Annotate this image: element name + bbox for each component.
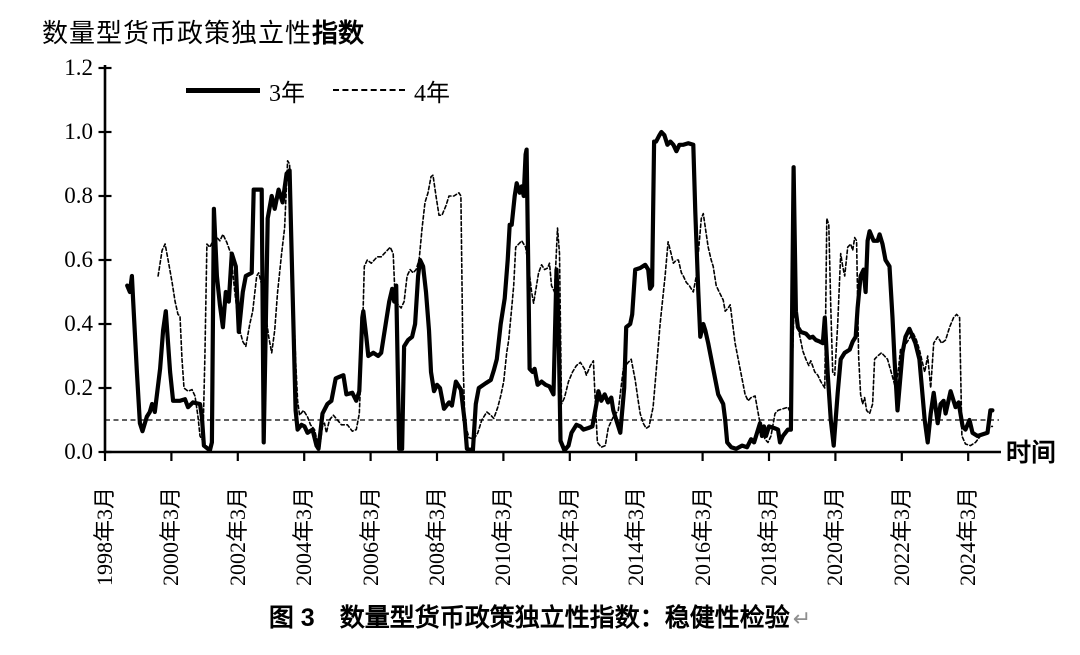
dashed-line-swatch-icon <box>333 89 405 91</box>
x-tick-label: 2002年3月 <box>224 486 250 586</box>
legend: 3年 4年 <box>186 76 450 107</box>
y-tick-label: 1.2 <box>64 55 93 80</box>
legend-label-4y: 4年 <box>414 80 450 107</box>
x-tick-label: 2018年3月 <box>756 486 781 586</box>
series-4y-line <box>157 160 994 450</box>
y-tick-label: 0.0 <box>64 439 93 464</box>
x-tick-label: 2008年3月 <box>424 486 449 586</box>
x-tick-label: 2022年3月 <box>888 486 914 586</box>
paragraph-return-icon: ↵ <box>792 606 812 631</box>
x-tick-label: 2016年3月 <box>689 486 715 586</box>
figure-caption-text: 图 3 数量型货币政策独立性指数：稳健性检验 <box>268 604 790 632</box>
legend-label-3y: 3年 <box>269 80 305 107</box>
x-tick-label: 2006年3月 <box>357 486 383 586</box>
y-tick-label: 0.4 <box>64 311 93 336</box>
solid-line-swatch-icon <box>186 87 260 93</box>
x-tick-label: 2004年3月 <box>291 486 317 586</box>
x-tick-label: 2010年3月 <box>490 486 516 586</box>
chart-title-bold: 指数 <box>312 18 365 48</box>
y-tick-label: 0.6 <box>64 247 93 272</box>
figure-caption: 图 3 数量型货币政策独立性指数：稳健性检验 ↵ <box>0 598 1080 634</box>
legend-item-3y: 3年 <box>186 73 305 108</box>
y-tick-label: 0.8 <box>64 183 93 208</box>
series-3y-line <box>125 129 995 453</box>
x-tick-label: 2024年3月 <box>955 486 981 586</box>
y-tick-label: 0.2 <box>64 375 93 400</box>
chart-title-normal: 数量型货币政策独立性 <box>42 19 313 48</box>
x-tick-label: 2014年3月 <box>623 486 649 586</box>
y-tick-label: 1.0 <box>64 119 93 144</box>
x-tick-label: 2020年3月 <box>822 486 848 586</box>
x-tick-label: 1998年3月 <box>92 486 117 586</box>
chart-title: 数量型货币政策独立性指数 <box>42 13 364 50</box>
legend-item-4y: 4年 <box>333 73 450 108</box>
x-tick-label: 2000年3月 <box>158 486 184 586</box>
x-axis-title: 时间 <box>1006 439 1057 467</box>
x-tick-label: 2012年3月 <box>556 486 582 586</box>
